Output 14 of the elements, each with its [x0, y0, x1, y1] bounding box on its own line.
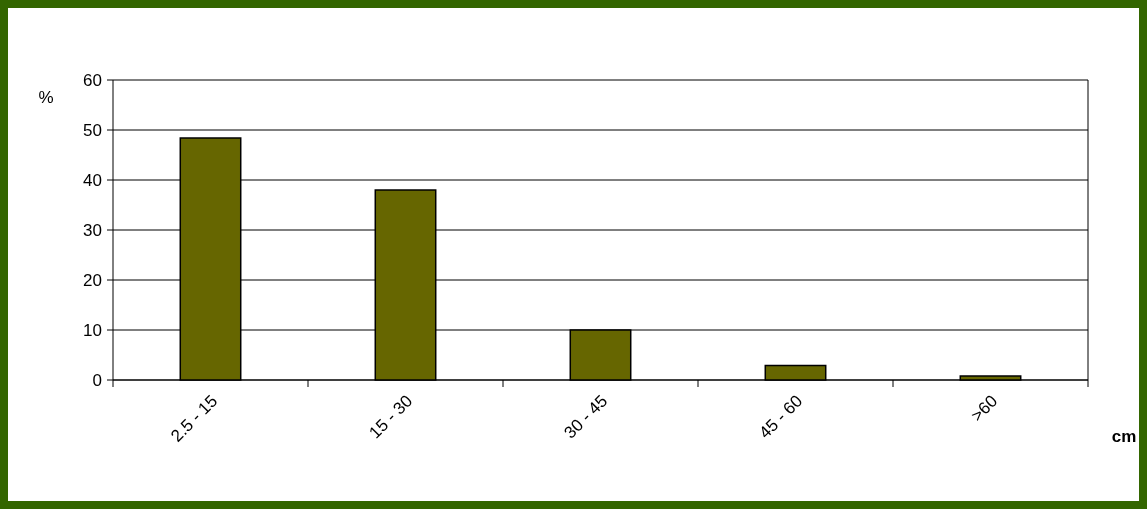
y-tick-label: 30 [83, 220, 102, 240]
y-tick-label: 10 [83, 320, 102, 340]
y-tick-label: 40 [83, 170, 102, 190]
x-tick-label: 15 - 30 [365, 391, 417, 443]
x-tick-label: >60 [967, 391, 1002, 426]
x-tick-label: 30 - 45 [560, 391, 612, 443]
x-tick-label: 2.5 - 15 [167, 391, 222, 446]
y-tick-label: 50 [83, 120, 102, 140]
y-tick-label: 0 [92, 370, 102, 390]
x-tick-label: 45 - 60 [755, 391, 807, 443]
y-tick-label: 60 [83, 70, 102, 90]
y-axis-title: % [38, 88, 54, 107]
x-axis-title: cm [1111, 427, 1137, 446]
y-tick-label: 20 [83, 270, 102, 290]
